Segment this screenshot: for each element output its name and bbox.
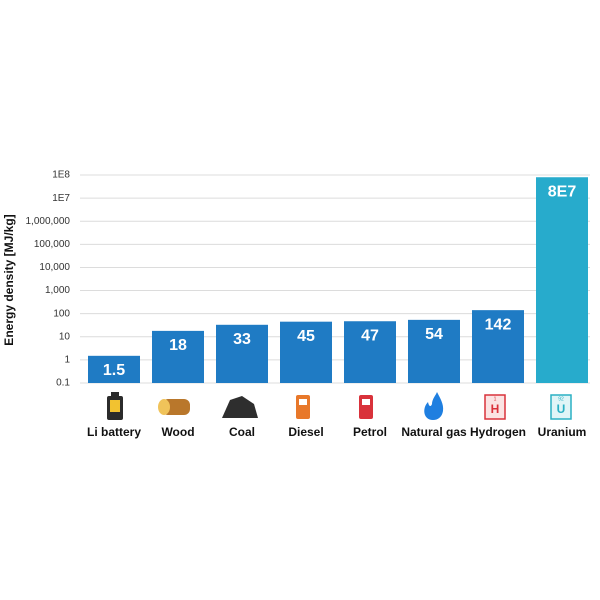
coal-icon [222, 396, 258, 418]
y-tick-label: 0.1 [56, 378, 70, 389]
diesel-icon [296, 395, 310, 419]
atomic-number: 1 [494, 396, 497, 402]
hydrogen-icon [484, 394, 506, 420]
bar [344, 321, 396, 383]
y-axis-label: Energy density [MJ/kg] [2, 214, 16, 345]
x-tick-label: Uranium [538, 425, 587, 439]
value-label: 18 [169, 337, 187, 354]
y-tick-label: 1 [64, 355, 70, 366]
x-tick-label: Wood [161, 425, 194, 439]
y-tick-label: 1,000 [45, 285, 70, 296]
y-tick-label: 100 [53, 308, 70, 319]
bar [216, 324, 268, 383]
value-label: 8E7 [548, 183, 577, 200]
x-tick-label: Coal [229, 425, 255, 439]
petrol-icon [359, 395, 373, 419]
atomic-number: 92 [558, 396, 564, 402]
value-label: 45 [297, 328, 315, 345]
value-label: 1.5 [103, 362, 125, 379]
bar [280, 321, 332, 383]
y-tick-label: 1,000,000 [26, 216, 71, 227]
x-tick-label: Hydrogen [470, 425, 526, 439]
bar [408, 319, 460, 383]
y-tick-label: 10 [59, 331, 71, 342]
y-tick-label: 100,000 [34, 239, 71, 250]
x-tick-label: Diesel [288, 425, 323, 439]
bar [88, 355, 140, 383]
wood-icon [158, 399, 170, 415]
element-symbol: U [557, 402, 566, 416]
battery-icon [111, 392, 119, 396]
bar [152, 330, 204, 383]
battery-icon [110, 400, 120, 412]
element-symbol: H [491, 402, 500, 416]
uranium-icon [550, 394, 572, 420]
y-tick-label: 1E8 [52, 170, 70, 181]
x-tick-label: Petrol [353, 425, 387, 439]
bar [536, 177, 588, 383]
x-tick-label: Li battery [87, 425, 141, 439]
y-tick-label: 10,000 [39, 262, 70, 273]
flame-icon [424, 392, 444, 420]
value-label: 47 [361, 327, 379, 344]
value-label: 142 [485, 316, 512, 333]
value-label: 33 [233, 331, 251, 348]
petrol-icon [362, 399, 370, 405]
bar [472, 310, 524, 383]
value-label: 54 [425, 326, 443, 343]
x-tick-label: Natural gas [401, 425, 467, 439]
y-tick-label: 1E7 [52, 193, 70, 204]
diesel-icon [299, 399, 307, 405]
icons: 1 H 92 U [107, 392, 572, 420]
